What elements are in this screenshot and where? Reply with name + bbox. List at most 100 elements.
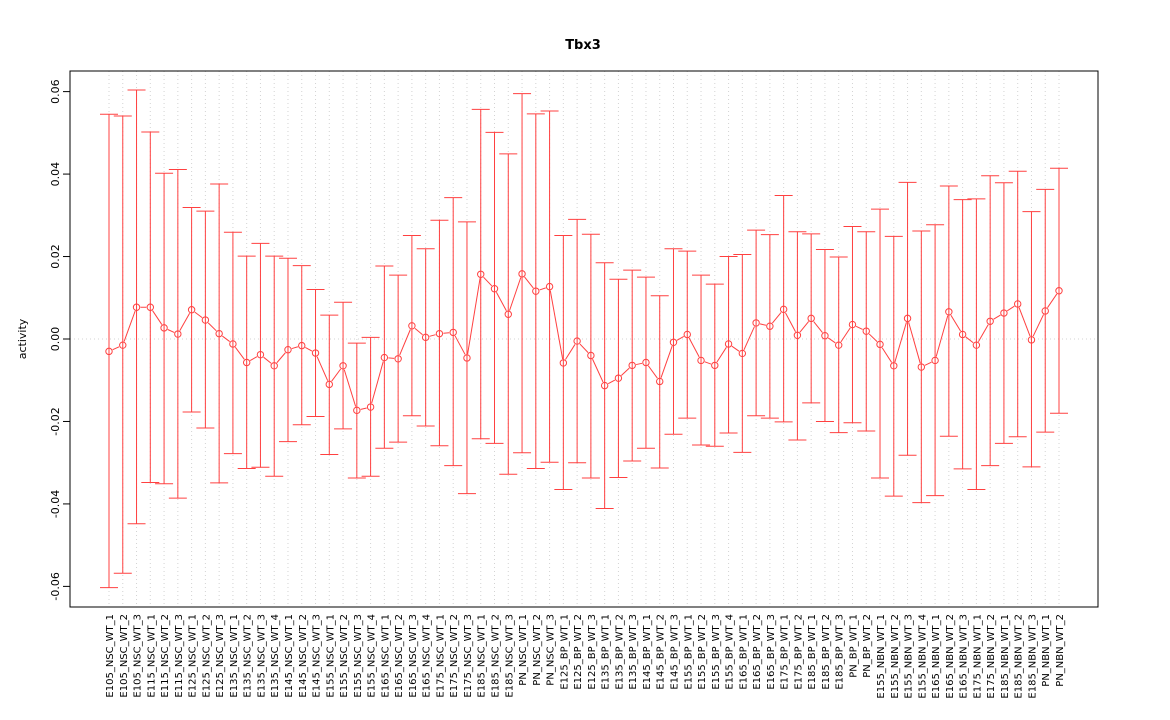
line-segment-46	[743, 326, 755, 350]
data-point-37	[614, 374, 623, 382]
x-tick-label-64: E175_NBN_WT_2	[986, 614, 997, 699]
data-point-29	[504, 310, 512, 318]
data-point-35	[587, 351, 595, 360]
data-point-44	[711, 361, 719, 370]
line-segment-15	[316, 356, 329, 381]
y-tick-label-0: -0.06	[49, 572, 62, 600]
x-tick-label-4: E115_NSC_WT_2	[160, 614, 171, 698]
line-segment-0	[112, 346, 120, 351]
line-segment-16	[331, 368, 342, 382]
data-points	[105, 270, 1063, 415]
x-tick-label-44: E155_BP_WT_3	[711, 614, 722, 690]
data-point-27	[477, 270, 485, 278]
grid	[70, 71, 1098, 607]
data-point-43	[697, 356, 705, 365]
x-tick-label-18: E155_NSC_WT_3	[353, 614, 364, 698]
data-point-24	[435, 329, 444, 338]
x-tick-label-59: E155_NBN_WT_4	[917, 614, 928, 699]
x-tick-label-6: E125_NSC_WT_1	[188, 614, 199, 698]
line-segment-49	[785, 312, 796, 332]
data-point-14	[298, 341, 306, 350]
line-segment-8	[222, 335, 231, 342]
x-tick-label-1: E105_NSC_WT_2	[119, 614, 130, 698]
data-point-56	[876, 340, 884, 349]
data-point-50	[793, 331, 802, 339]
x-tick-label-16: E155_NSC_WT_1	[325, 614, 336, 698]
x-tick-label-58: E155_NBN_WT_3	[904, 614, 915, 699]
data-point-6	[187, 306, 196, 314]
data-point-57	[890, 362, 898, 370]
data-point-13	[284, 346, 292, 354]
data-point-28	[490, 284, 499, 293]
plot-frame	[69, 70, 1099, 608]
data-point-53	[835, 341, 843, 349]
data-point-54	[848, 320, 857, 329]
line-segment-59	[924, 361, 932, 366]
x-tick-label-68: PN_NBN_WT_1	[1041, 614, 1052, 687]
data-point-46	[738, 349, 747, 358]
data-point-17	[339, 362, 347, 370]
data-point-9	[229, 340, 237, 348]
line-segment-62	[965, 336, 974, 344]
x-tick-label-20: E165_NSC_WT_1	[380, 614, 391, 698]
data-point-2	[132, 303, 141, 311]
y-axis: -0.06 -0.04 -0.02 0.00 0.02 0.04 0.06	[49, 79, 70, 601]
x-axis-labels: E105_NSC_WT_1 E105_NSC_WT_2 E105_NSC_WT_3 E…	[105, 614, 1066, 699]
y-tick-label-1: -0.04	[49, 490, 62, 518]
data-point-59	[917, 363, 926, 371]
data-point-40	[656, 377, 664, 386]
line-segment-20	[388, 357, 395, 359]
line-segment-6	[194, 311, 203, 319]
line-segment-64	[993, 314, 1001, 320]
x-tick-label-50: E175_BP_WT_2	[793, 614, 804, 690]
data-point-60	[931, 356, 939, 365]
line-segment-18	[360, 407, 367, 410]
chart-title: Tbx3	[565, 38, 601, 53]
x-tick-label-30: PN_NSC_WT_1	[518, 614, 529, 686]
x-tick-label-3: E115_NSC_WT_1	[146, 614, 157, 698]
x-tick-label-46: E165_BP_WT_1	[738, 614, 749, 690]
data-point-47	[752, 319, 760, 327]
line-segment-38	[636, 362, 643, 366]
x-tick-label-15: E145_NSC_WT_3	[312, 614, 323, 698]
data-point-30	[518, 270, 526, 278]
line-segment-11	[263, 356, 272, 364]
data-point-63	[972, 341, 981, 349]
x-tick-label-33: E125_BP_WT_1	[559, 614, 570, 690]
data-point-52	[821, 332, 829, 340]
x-tick-label-36: E135_BP_WT_1	[601, 614, 612, 690]
x-tick-label-14: E145_NSC_WT_2	[298, 614, 309, 698]
x-tick-label-7: E125_NSC_WT_2	[201, 614, 212, 698]
x-tick-label-63: E175_NBN_WT_1	[972, 614, 983, 699]
x-tick-label-26: E175_NSC_WT_3	[463, 614, 474, 698]
line-segment-10	[249, 356, 258, 361]
line-segment-45	[731, 345, 740, 352]
x-tick-label-22: E165_NSC_WT_3	[408, 614, 419, 698]
x-tick-label-28: E185_NSC_WT_2	[491, 614, 502, 698]
x-tick-label-8: E125_NSC_WT_3	[215, 614, 226, 698]
line-segment-23	[429, 334, 436, 337]
data-point-34	[573, 337, 581, 345]
data-point-55	[862, 327, 870, 335]
y-tick-label-6: 0.06	[49, 79, 62, 104]
line-segment-60	[935, 315, 949, 357]
x-tick-label-39: E145_BP_WT_1	[642, 614, 653, 690]
line-segment-32	[549, 290, 564, 360]
line-segment-37	[621, 367, 630, 376]
x-tick-label-2: E105_NSC_WT_3	[133, 614, 144, 698]
line-segment-5	[179, 312, 191, 331]
line-segment-28	[495, 291, 507, 311]
data-point-4	[160, 324, 168, 332]
data-point-21	[394, 355, 402, 363]
x-tick-label-66: E185_NBN_WT_2	[1014, 614, 1025, 699]
data-point-38	[628, 361, 636, 370]
line-segment-53	[840, 327, 851, 343]
data-point-39	[642, 358, 650, 367]
x-tick-label-61: E165_NBN_WT_2	[945, 614, 956, 699]
data-point-20	[380, 353, 389, 362]
x-tick-label-57: E155_NBN_WT_2	[890, 614, 901, 699]
x-tick-label-31: PN_NSC_WT_2	[532, 614, 543, 686]
data-point-3	[146, 303, 155, 311]
x-tick-label-56: E155_NBN_WT_1	[876, 614, 887, 699]
